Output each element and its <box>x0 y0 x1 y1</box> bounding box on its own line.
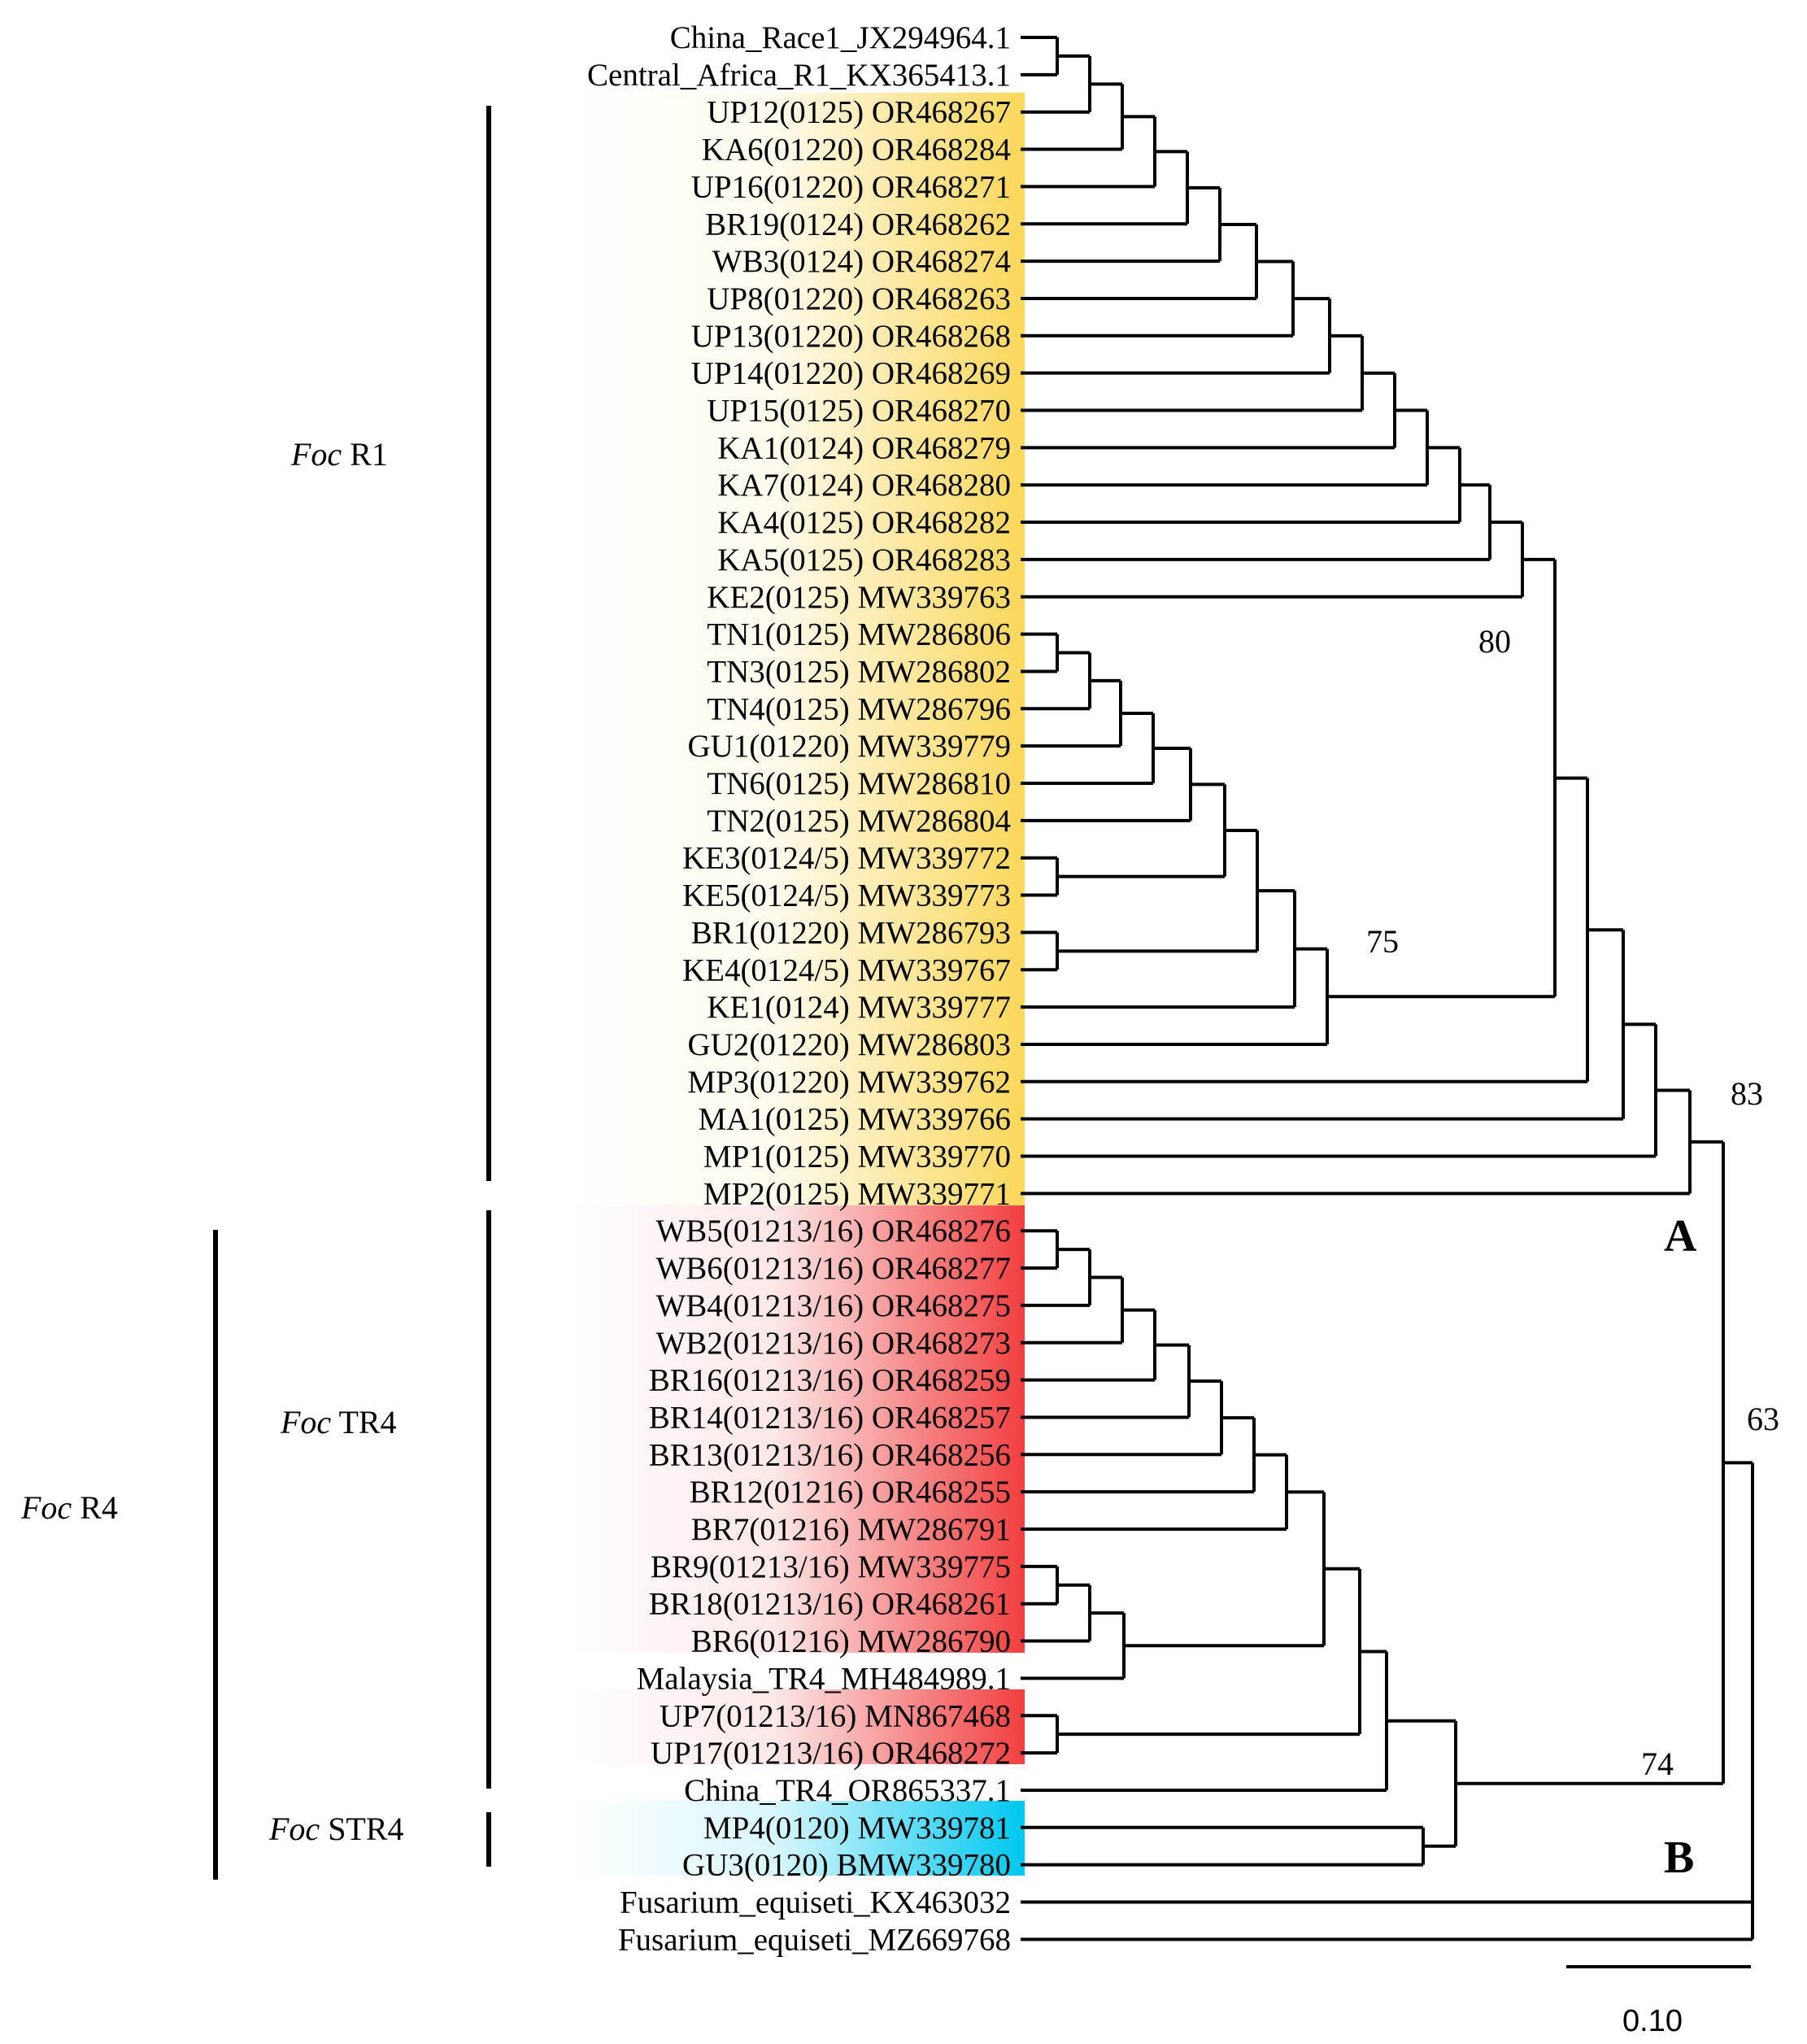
taxon-label: TN2(0125) MW286804 <box>707 804 1011 839</box>
taxon-label: KA4(0125) OR468282 <box>717 505 1011 540</box>
leaf-labels: China_Race1_JX294964.1Central_Africa_R1_… <box>587 20 1011 1957</box>
taxon-label: WB3(0124) OR468274 <box>712 244 1011 279</box>
taxon-label: MP1(0125) MW339770 <box>703 1140 1011 1175</box>
taxon-label: KA6(01220) OR468284 <box>702 133 1011 168</box>
taxon-label: BR18(01213/16) OR468261 <box>649 1587 1011 1622</box>
taxon-label: Fusarium_equiseti_KX463032 <box>620 1885 1011 1920</box>
taxon-label: TN4(0125) MW286796 <box>707 691 1011 726</box>
taxon-label: TN3(0125) MW286802 <box>707 654 1011 689</box>
tr4-highlight-main <box>569 1205 1025 1653</box>
bootstrap-value: 83 <box>1731 1075 1763 1112</box>
taxon-label: WB6(01213/16) OR468277 <box>655 1251 1011 1286</box>
taxon-label: UP17(01213/16) OR468272 <box>651 1736 1011 1771</box>
r1-highlight <box>569 93 1025 1205</box>
foc-str4-label: Foc STR4 <box>268 1811 404 1847</box>
taxon-label: BR7(01216) MW286791 <box>691 1512 1011 1547</box>
taxon-label: GU1(01220) MW339779 <box>687 729 1011 764</box>
taxon-label: UP14(01220) OR468269 <box>691 356 1011 391</box>
taxon-label: TN1(0125) MW286806 <box>707 617 1011 652</box>
tr4-highlight-up <box>569 1689 1025 1764</box>
taxon-label: China_Race1_JX294964.1 <box>670 20 1011 55</box>
taxon-label: BR14(01213/16) OR468257 <box>649 1400 1011 1435</box>
taxon-label: WB5(01213/16) OR468276 <box>655 1214 1011 1249</box>
taxon-label: Malaysia_TR4_MH484989.1 <box>637 1661 1011 1696</box>
taxon-label: TN6(0125) MW286810 <box>707 766 1011 801</box>
taxon-label: Fusarium_equiseti_MZ669768 <box>618 1922 1011 1957</box>
foc-r1-label: Foc R1 <box>290 436 388 473</box>
taxon-label: MP4(0120) MW339781 <box>703 1811 1011 1846</box>
bootstrap-value: 75 <box>1366 923 1399 960</box>
foc-r4-label: Foc R4 <box>20 1489 118 1526</box>
clade-label-a: A <box>1664 1211 1697 1262</box>
taxon-label: BR13(01213/16) OR468256 <box>649 1437 1011 1472</box>
taxon-label: MP2(0125) MW339771 <box>703 1176 1011 1211</box>
taxon-label: KA7(0124) OR468280 <box>717 468 1011 503</box>
taxon-label: MA1(0125) MW339766 <box>698 1102 1011 1137</box>
taxon-label: BR6(01216) MW286790 <box>691 1624 1011 1659</box>
taxon-label: WB2(01213/16) OR468273 <box>655 1326 1011 1361</box>
tree-branches <box>1021 36 1754 1942</box>
taxon-label: UP8(01220) OR468263 <box>707 281 1011 316</box>
taxon-label: KE3(0124/5) MW339772 <box>682 841 1011 876</box>
taxon-label: BR19(0124) OR468262 <box>705 207 1011 242</box>
taxon-label: KE4(0124/5) MW339767 <box>682 952 1011 987</box>
taxon-label: GU2(01220) MW286803 <box>687 1027 1011 1062</box>
taxon-label: KA1(0124) OR468279 <box>717 430 1011 465</box>
taxon-label: UP12(0125) OR468267 <box>707 95 1011 130</box>
taxon-label: MP3(01220) MW339762 <box>687 1065 1011 1100</box>
taxon-label: GU3(0120) BMW339780 <box>682 1848 1011 1883</box>
scale-bar-label: 0.10 <box>1622 2004 1683 2038</box>
taxon-label: UP7(01213/16) MN867468 <box>660 1698 1011 1733</box>
taxon-label: BR12(01216) OR468255 <box>690 1475 1011 1510</box>
taxon-label: BR16(01213/16) OR468259 <box>649 1363 1011 1398</box>
taxon-label: BR1(01220) MW286793 <box>691 915 1011 950</box>
taxon-label: WB4(01213/16) OR468275 <box>655 1288 1011 1323</box>
taxon-label: Central_Africa_R1_KX365413.1 <box>587 58 1011 93</box>
taxon-label: KE2(0125) MW339763 <box>707 580 1011 615</box>
taxon-label: KA5(0125) OR468283 <box>717 543 1011 577</box>
str4-highlight <box>569 1801 1025 1876</box>
taxon-label: UP16(01220) OR468271 <box>691 169 1011 204</box>
taxon-label: KE1(0124) MW339777 <box>707 990 1011 1025</box>
taxon-label: BR9(01213/16) MW339775 <box>651 1549 1011 1584</box>
taxon-label: KE5(0124/5) MW339773 <box>682 878 1011 913</box>
bootstrap-value: 74 <box>1641 1745 1674 1782</box>
taxon-label: China_TR4_OR865337.1 <box>684 1773 1011 1808</box>
bootstrap-value: 80 <box>1478 623 1511 660</box>
clade-label-b: B <box>1664 1833 1694 1883</box>
taxon-label: UP13(01220) OR468268 <box>691 319 1011 354</box>
bootstrap-value: 63 <box>1747 1401 1779 1437</box>
taxon-label: UP15(0125) OR468270 <box>707 394 1011 429</box>
foc-tr4-label: Foc TR4 <box>280 1404 397 1440</box>
